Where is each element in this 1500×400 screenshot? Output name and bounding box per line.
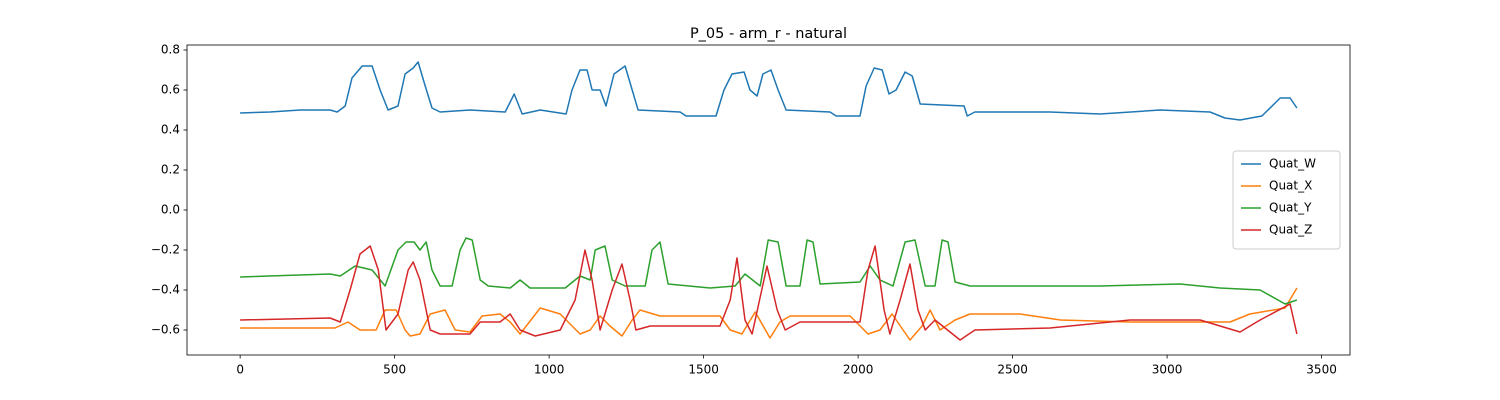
series-line: [240, 61, 1298, 121]
series-line: [240, 287, 1298, 341]
chart-title: P_05 - arm_r - natural: [690, 26, 847, 42]
x-tick-label: 500: [383, 363, 406, 377]
x-tick-label: 2500: [997, 363, 1028, 377]
y-tick-label: 0.0: [161, 203, 180, 217]
legend-label: Quat_W: [1269, 157, 1316, 171]
x-tick-label: 3000: [1152, 363, 1183, 377]
y-tick-label: −0.4: [151, 283, 180, 297]
series-line: [240, 245, 1298, 341]
x-tick-label: 1000: [534, 363, 565, 377]
y-tick-label: 0.6: [161, 83, 180, 97]
y-tick-label: 0.4: [161, 123, 180, 137]
x-tick-label: 3500: [1306, 363, 1337, 377]
y-tick-label: 0.2: [161, 163, 180, 177]
x-tick-label: 0: [236, 363, 244, 377]
x-tick-label: 2000: [843, 363, 874, 377]
legend-box: [1232, 150, 1341, 250]
y-tick-label: −0.6: [151, 323, 180, 337]
x-tick-label: 1500: [688, 363, 719, 377]
y-tick-label: −0.2: [151, 243, 180, 257]
series-line: [240, 237, 1298, 305]
legend-label: Quat_Z: [1269, 223, 1312, 237]
y-tick-label: 0.8: [161, 43, 180, 57]
plot-frame: [186, 44, 1351, 356]
legend-label: Quat_X: [1269, 179, 1312, 193]
legend-label: Quat_Y: [1269, 201, 1312, 215]
